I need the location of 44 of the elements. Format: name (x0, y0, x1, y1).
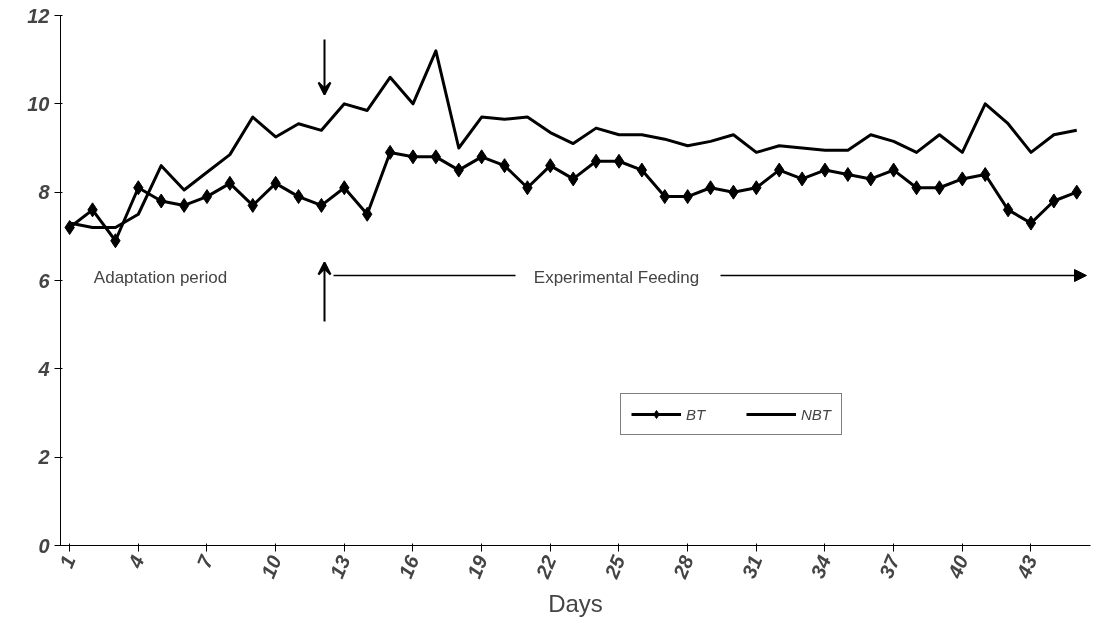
annotation: Experimental Feeding (533, 268, 700, 287)
y-tick-label: 4 (37, 357, 50, 380)
y-tick-label: 10 (27, 92, 50, 115)
point (842, 167, 854, 182)
point (613, 153, 625, 169)
x-tick-label: 43 (1011, 552, 1042, 583)
point (407, 149, 419, 165)
x-tick-label: 34 (806, 552, 836, 582)
point (1002, 202, 1014, 218)
x-tick-label: 16 (394, 551, 424, 582)
x-tick-label: 1 (55, 552, 80, 571)
y-tick-label: 8 (38, 181, 51, 204)
legend-label: NBT (801, 405, 831, 423)
x-tick-label: 31 (737, 552, 767, 582)
point (201, 189, 213, 205)
point (430, 149, 442, 165)
point (1048, 193, 1060, 209)
x-axis-title: Days (548, 590, 603, 618)
legend-label: BT (686, 405, 706, 423)
y-tick-label: 0 (38, 534, 50, 557)
x-tick-label: 28 (668, 551, 699, 583)
point (64, 220, 75, 235)
x-tick-label: 22 (531, 552, 561, 583)
point (384, 144, 396, 160)
y-tick-label: 12 (27, 4, 50, 27)
y-tick-label: 2 (37, 446, 50, 469)
point (636, 162, 648, 178)
point (819, 162, 831, 178)
x-tick-label: 37 (874, 551, 905, 582)
x-tick-label: 7 (192, 551, 218, 571)
x-tick-label: 10 (256, 552, 286, 582)
point (178, 197, 190, 213)
x-tick-label: 25 (599, 551, 630, 583)
x-tick-label: 19 (462, 551, 493, 582)
annotation: Adaptation period (93, 268, 228, 287)
x-tick-label: 13 (325, 552, 355, 582)
point (980, 167, 991, 182)
x-tick-label: 40 (943, 552, 973, 583)
x-tick-label: 4 (123, 552, 149, 572)
point (590, 153, 602, 169)
point (1025, 215, 1037, 231)
y-tick-label: 6 (38, 269, 51, 292)
point (796, 171, 808, 187)
point (224, 175, 236, 191)
